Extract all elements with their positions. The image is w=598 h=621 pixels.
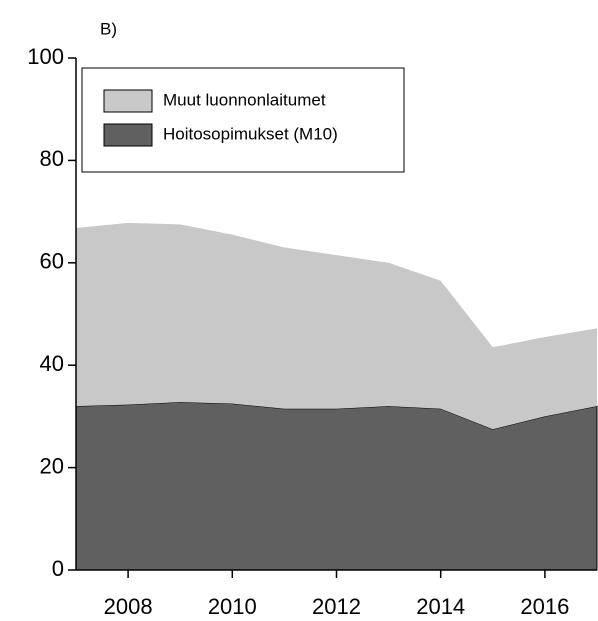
legend-swatch — [103, 123, 153, 147]
y-tick-label: 60 — [40, 249, 64, 274]
chart-title: B) — [100, 19, 117, 38]
legend-label: Hoitosopimukset (M10) — [163, 124, 338, 143]
x-tick-label: 2012 — [312, 594, 361, 619]
legend-box — [81, 67, 405, 173]
x-tick-label: 2016 — [520, 594, 569, 619]
area — [75, 401, 598, 571]
legend-swatch — [103, 89, 153, 113]
y-tick-label: 20 — [40, 453, 64, 478]
x-tick-label: 2014 — [416, 594, 465, 619]
x-tick-label: 2008 — [104, 594, 153, 619]
y-tick-label: 0 — [52, 556, 64, 581]
y-tick-label: 100 — [27, 44, 64, 69]
y-tick-label: 40 — [40, 351, 64, 376]
x-tick-label: 2010 — [208, 594, 257, 619]
legend-label: Muut luonnonlaitumet — [163, 90, 326, 109]
area — [76, 222, 597, 430]
y-tick-label: 80 — [40, 146, 64, 171]
